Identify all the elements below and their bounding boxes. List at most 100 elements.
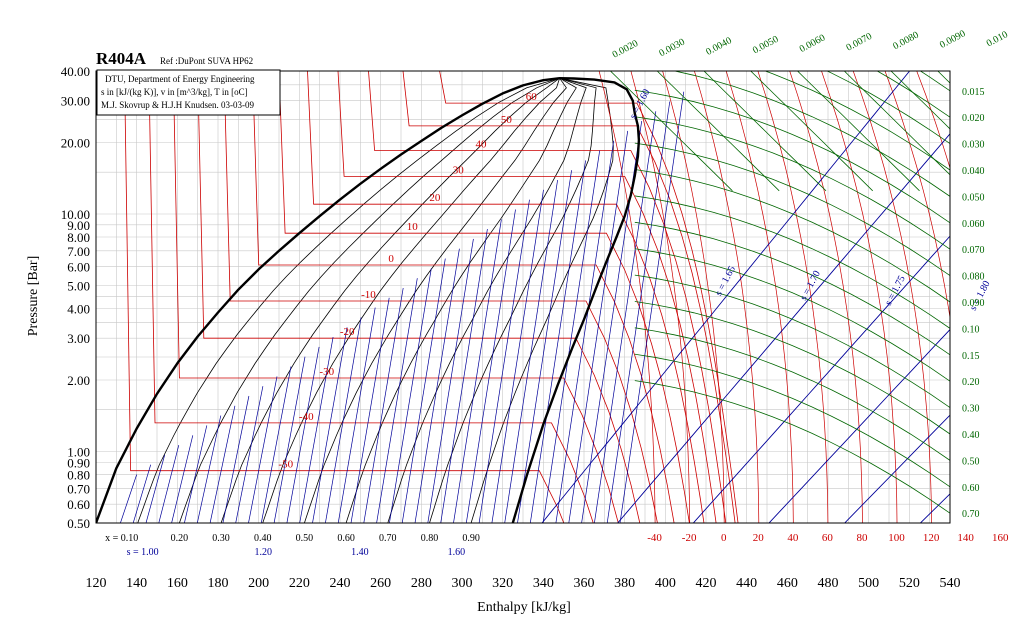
x-tick-label: 400	[655, 576, 676, 591]
isochore-top-label: 0.0060	[798, 32, 827, 55]
quality-label: x = 0.10	[105, 533, 138, 544]
superheated-isotherm	[852, 71, 932, 523]
isotherm-line	[252, 71, 675, 523]
isotherm-line	[439, 71, 739, 523]
liquid-isentrope-line	[248, 376, 278, 523]
chart-curves	[96, 71, 1024, 523]
quality-line	[220, 77, 560, 523]
y-tick-label: 0.80	[67, 468, 90, 483]
y-tick-label: 2.00	[67, 373, 90, 388]
x-tick-label: 300	[452, 576, 473, 591]
y-tick-label: 40.00	[61, 64, 90, 79]
isochore-top-line	[656, 71, 780, 192]
isotherm-line	[148, 71, 594, 523]
isochore-right-label: 0.70	[962, 509, 980, 520]
x-tick-label: 140	[126, 576, 147, 591]
liquid-isentrope-line	[606, 101, 671, 523]
isochore-top-line	[890, 71, 950, 130]
isochore-line	[634, 353, 950, 488]
isochore-line	[634, 116, 950, 250]
liquid-isentrope-line	[145, 454, 166, 523]
chart-subtitle: Ref :DuPont SUVA HP62	[160, 56, 253, 66]
isotherm-label: -40	[299, 411, 314, 423]
isochore-top-line	[750, 71, 873, 192]
liquid-isentrope-line	[478, 199, 530, 523]
y-axis-label: Pressure [Bar]	[26, 256, 41, 336]
quality-line	[137, 77, 560, 523]
isochore-top-line	[985, 71, 1024, 191]
quality-label: 0.20	[171, 533, 189, 544]
liquid-isentrope-line	[132, 464, 152, 523]
entropy-bottom-label: 1.20	[255, 547, 273, 558]
isochore-top-line	[844, 71, 950, 176]
isochore-right-label: 0.20	[962, 377, 980, 388]
y-tick-label: 0.90	[67, 455, 90, 470]
y-tick-label: 3.00	[67, 331, 90, 346]
y-tick-label: 0.60	[67, 497, 90, 512]
isentrope-line	[768, 328, 950, 523]
liquid-isentrope-line	[440, 229, 488, 523]
x-tick-label: 360	[574, 576, 595, 591]
x-tick-label: 220	[289, 576, 310, 591]
liquid-isentrope-line	[414, 248, 460, 523]
y-tick-label: 7.00	[67, 244, 90, 259]
x-tick-label: 460	[777, 576, 798, 591]
x-tick-label: 500	[858, 576, 879, 591]
quality-label: 0.70	[379, 533, 397, 544]
x-tick-label: 540	[940, 576, 961, 591]
quality-line	[429, 77, 597, 523]
quality-label: 0.50	[296, 533, 314, 544]
isochore-top-label: 0.0030	[657, 37, 686, 60]
liquid-isentrope-line	[376, 278, 418, 523]
liquid-isentrope-line	[184, 425, 208, 523]
isotherm-label: 60	[526, 91, 538, 103]
isochore-right-label: 0.10	[962, 324, 980, 335]
superheated-isotherm	[725, 71, 794, 523]
liquid-isentrope-line	[529, 160, 586, 523]
y-tick-label: 9.00	[67, 218, 90, 233]
liquid-isentrope-line	[286, 346, 320, 523]
info-box-frame	[96, 69, 281, 116]
isochore-top-label: 0.0020	[611, 38, 640, 61]
liquid-isentrope-line	[312, 327, 348, 523]
isentrope-label: s = 1.65	[713, 264, 738, 297]
x-tick-label: 340	[533, 576, 554, 591]
superheated-isotherm	[884, 71, 950, 321]
isentrope-top-label: s = 1.60	[628, 87, 653, 120]
x-tick-label: 420	[696, 576, 717, 591]
x-tick-label: 440	[736, 576, 757, 591]
x-tick-label: 260	[370, 576, 391, 591]
liquid-isentrope-line	[517, 170, 572, 523]
quality-label: 0.60	[337, 533, 355, 544]
superheated-isotherm	[757, 71, 829, 523]
liquid-isentrope-line	[401, 258, 446, 523]
isotherm-line	[124, 71, 565, 523]
isochore-top-line	[797, 71, 920, 192]
isochore-right-label: 0.080	[962, 272, 985, 283]
info-line-2: s in [kJ/(kg K)], v in [m^3/kg], T in [o…	[101, 87, 248, 97]
isochore-right-label: 0.15	[962, 351, 980, 362]
superheated-isotherm-label: 160	[992, 532, 1009, 544]
y-tick-label: 0.70	[67, 481, 90, 496]
isochore-line	[826, 71, 950, 144]
isochore-line	[634, 89, 950, 224]
x-tick-label: 320	[492, 576, 513, 591]
quality-line	[470, 77, 614, 523]
info-line-1: DTU, Department of Energy Engineering	[105, 74, 255, 84]
isochore-right-label: 0.050	[962, 192, 985, 203]
quality-label: 0.80	[421, 533, 439, 544]
liquid-isentrope-line	[222, 395, 250, 523]
isotherm-line	[172, 71, 619, 523]
quality-line	[387, 77, 587, 523]
isochore-top-label: 0.0070	[845, 31, 874, 54]
liquid-isentrope-line	[427, 238, 474, 523]
superheated-isotherm-label: 0	[721, 532, 727, 544]
superheated-isotherm-label: 40	[787, 532, 799, 544]
quality-label: 0.30	[212, 533, 230, 544]
x-tick-label: 280	[411, 576, 432, 591]
isochore-line	[634, 327, 950, 461]
isentrope-line	[617, 133, 950, 523]
isochore-top-label: 0.0050	[751, 34, 780, 57]
isotherm-line	[278, 71, 690, 523]
